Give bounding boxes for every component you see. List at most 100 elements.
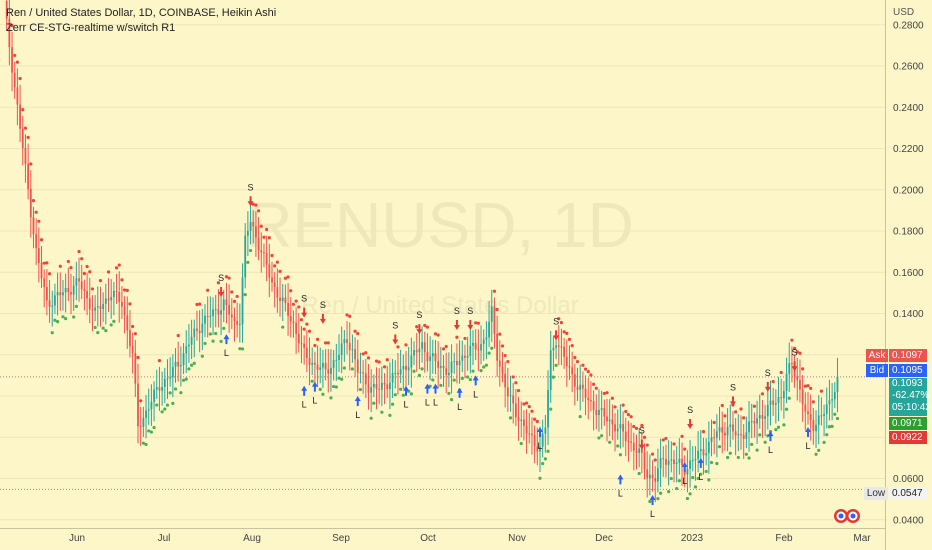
stop-dot	[516, 388, 521, 393]
stop-dot	[409, 392, 413, 396]
candle-body	[145, 410, 147, 418]
candle-body	[501, 366, 504, 374]
symbol-title[interactable]: Ren / United States Dollar, 1D, COINBASE…	[6, 7, 277, 19]
candle-body	[394, 372, 397, 374]
stop-dot	[412, 369, 416, 373]
stop-dot	[747, 456, 751, 460]
stop-dot	[192, 361, 196, 365]
candle-body	[356, 359, 359, 373]
candle-body	[372, 383, 375, 388]
stop-dot	[195, 302, 199, 307]
x-tick-label: Jul	[158, 533, 171, 544]
stop-dot	[211, 339, 215, 343]
stop-dot	[270, 253, 274, 258]
long-signal-arrow-icon	[432, 383, 439, 394]
stop-dot	[173, 387, 178, 391]
short-signal-arrow-icon	[687, 419, 694, 429]
candle-body	[509, 395, 512, 397]
candle-body	[563, 346, 566, 357]
long-signal-label: L	[768, 445, 773, 455]
stop-dot	[64, 317, 68, 321]
stop-dot	[447, 391, 451, 396]
candle-body	[488, 321, 490, 338]
stop-dot	[664, 436, 668, 441]
stop-dot	[699, 472, 703, 476]
candle-body	[201, 323, 204, 333]
stop-dot	[787, 396, 791, 400]
stop-dot	[238, 347, 242, 351]
candle-body	[748, 421, 750, 433]
stop-dot	[93, 325, 97, 330]
stop-dot	[307, 329, 312, 333]
stop-dot	[640, 423, 644, 428]
candle-body	[153, 389, 155, 402]
candle-body	[137, 383, 139, 427]
stop-dot	[187, 367, 191, 371]
stop-dot	[610, 396, 614, 400]
stop-dot	[814, 452, 818, 456]
candle-body	[389, 382, 391, 389]
stop-dot	[50, 331, 54, 335]
candle-body	[249, 221, 252, 231]
candle-body	[332, 360, 335, 368]
stop-dot	[96, 331, 100, 335]
stop-dot	[120, 278, 124, 282]
stop-dot	[541, 461, 545, 466]
candle-body	[316, 364, 319, 370]
candle-body	[710, 437, 713, 442]
stop-dot	[23, 126, 28, 130]
stop-dot	[259, 224, 263, 228]
x-tick-label: Dec	[595, 533, 613, 544]
candle-body	[8, 18, 11, 48]
candle-body	[45, 286, 48, 301]
candle-body	[555, 345, 557, 348]
stop-dot	[391, 402, 395, 406]
stop-dot	[56, 320, 60, 324]
stop-dot	[425, 325, 430, 329]
candle-body	[595, 410, 598, 416]
stop-dot	[621, 403, 625, 407]
short-signal-label: S	[301, 294, 307, 304]
candle-body	[311, 362, 314, 365]
candle-body	[474, 342, 477, 350]
stop-dot	[693, 485, 698, 489]
candle-body	[504, 373, 507, 388]
stop-dot	[329, 396, 333, 400]
short-signal-arrow-icon	[392, 334, 399, 345]
candle-body	[11, 47, 13, 73]
candle-body	[300, 343, 303, 345]
stop-dot	[283, 276, 287, 280]
stop-dot	[736, 455, 740, 460]
candle-body	[378, 388, 381, 390]
candle-body	[102, 303, 105, 310]
candle-body	[305, 347, 308, 358]
candle-body	[809, 414, 812, 420]
candle-body	[764, 416, 767, 419]
stop-dot	[484, 363, 488, 367]
stop-dot	[758, 433, 762, 437]
y-tick-label: 0.1400	[893, 309, 924, 320]
candle-body	[547, 389, 549, 428]
stop-dot	[313, 343, 317, 348]
stop-dot	[806, 384, 810, 388]
candle-body	[13, 72, 16, 88]
candle-body	[584, 388, 587, 398]
candle-body	[19, 104, 21, 129]
stop-dot	[637, 471, 641, 476]
short-signal-label: S	[639, 426, 645, 436]
candle-body	[472, 342, 474, 346]
candle-body	[206, 315, 209, 317]
candle-body	[399, 369, 402, 375]
stop-dot	[160, 410, 164, 414]
short-signal-label: S	[416, 310, 422, 320]
candle-body	[651, 474, 654, 479]
tradingview-logo-icon[interactable]	[833, 506, 863, 531]
candle-body	[715, 431, 718, 438]
candle-body	[831, 399, 834, 401]
candle-body	[699, 449, 702, 451]
candle-body	[252, 221, 255, 227]
indicator-title[interactable]: Zerr CE-STG-realtime w/switch R1	[6, 22, 176, 34]
candle-body	[351, 349, 354, 351]
